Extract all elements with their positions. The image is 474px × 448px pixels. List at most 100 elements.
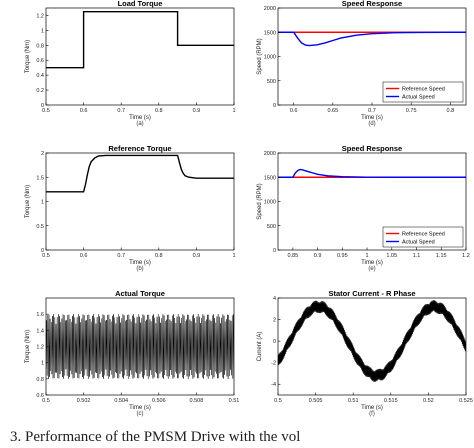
x-axis-label-d: Time (s) [361, 115, 383, 121]
x-tick-label-d-2: 0.7 [368, 108, 376, 114]
y-tick-label-a-1: 0.2 [36, 88, 44, 94]
y-tick-label-c-5: 1.6 [36, 312, 44, 318]
y-tick-label-e-3: 1500 [264, 175, 276, 181]
chart-panel-e: Speed Response 0.85 0.9 0.95 1 1.05 1.1 1.15 1.2… [257, 144, 470, 272]
y-tick-label-c-2: 1 [41, 361, 44, 367]
y-tick-label-b-2: 1 [41, 200, 44, 206]
series-group-c [46, 314, 234, 379]
x-axis-label-c: Time (s) [129, 405, 151, 411]
chart-panel-a: Load Torque 0.5 0.6 0.7 0.8 0.9 1 0 0.2 0.4 0.6 0.8… [25, 0, 236, 127]
legend-label-d-1: Actual Speed [402, 95, 435, 101]
x-tick-label-a-4: 0.9 [193, 108, 201, 114]
x-tick-label-d-3: 0.75 [406, 108, 417, 114]
x-tick-label-e-1: 0.9 [314, 253, 322, 259]
x-tick-label-e-5: 1.1 [413, 253, 421, 259]
series-line-d-1 [278, 31, 466, 47]
x-tick-label-b-4: 0.9 [193, 253, 201, 259]
y-tick-label-f-1: -2 [271, 361, 276, 367]
y-axis-label-f: Current (A) [257, 332, 263, 362]
x-tick-label-e-6: 1.15 [436, 253, 447, 259]
x-tick-label-a-1: 0.6 [80, 108, 88, 114]
legend-label-d-0: Reference Speed [402, 87, 445, 93]
y-tick-label-a-5: 1 [41, 28, 44, 34]
series-group-a [46, 11, 234, 69]
x-tick-label-e-4: 1.05 [386, 253, 397, 259]
axes-frame-b [45, 152, 235, 251]
series-line-f-0 [278, 300, 466, 382]
y-tick-label-c-1: 0.8 [36, 377, 44, 383]
x-tick-label-d-0: 0.6 [290, 108, 298, 114]
series-line-a-0 [46, 11, 234, 69]
y-axis-label-a: Torque (Nm) [25, 40, 31, 73]
series-group-e [278, 168, 466, 178]
x-axis-label-e: Time (s) [361, 260, 383, 266]
subfigure-label-d: (d) [368, 121, 375, 127]
chart-panel-c: Actual Torque 0.5 0.502 0.504 0.506 0.508 0.51… [25, 289, 239, 417]
series-line-c-0 [46, 314, 234, 379]
x-tick-label-a-0: 0.5 [42, 108, 50, 114]
x-tick-label-f-1: 0.505 [309, 398, 323, 404]
y-tick-label-c-3: 1.2 [36, 345, 44, 351]
axes-frame-f [277, 297, 467, 396]
x-tick-label-a-2: 0.7 [117, 108, 125, 114]
y-tick-label-d-0: 0 [273, 103, 276, 109]
x-tick-label-e-7: 1.2 [462, 253, 470, 259]
series-group-b [46, 154, 234, 193]
y-tick-label-a-2: 0.4 [36, 73, 44, 79]
y-tick-label-f-0: -4 [271, 382, 276, 388]
legend-e: Reference Speed Actual Speed [382, 226, 464, 248]
y-tick-label-c-0: 0.6 [36, 393, 44, 399]
x-tick-label-c-3: 0.506 [152, 398, 166, 404]
y-tick-label-b-4: 2 [41, 151, 44, 157]
y-tick-label-a-3: 0.6 [36, 58, 44, 64]
x-tick-label-b-3: 0.8 [155, 253, 163, 259]
subfigure-label-b: (b) [136, 266, 143, 272]
chart-title-c: Actual Torque [115, 289, 165, 298]
y-tick-label-f-4: 4 [273, 296, 276, 302]
y-tick-label-b-3: 1.5 [36, 175, 44, 181]
x-tick-label-a-5: 1 [232, 108, 235, 114]
series-line-e-1 [278, 168, 466, 178]
series-line-b-0 [46, 154, 234, 193]
y-tick-label-d-2: 1000 [264, 55, 276, 61]
chart-title-e: Speed Response [342, 144, 402, 153]
y-axis-label-e: Speed (RPM) [257, 183, 263, 219]
y-axis-label-c: Torque (Nm) [25, 330, 31, 363]
chart-panel-f: Stator Current - R Phase 0.5 0.505 0.51 0.51… [257, 289, 473, 417]
series-group-d [278, 31, 466, 47]
legend-label-e-0: Reference Speed [402, 232, 445, 238]
y-tick-label-a-0: 0 [41, 103, 44, 109]
y-tick-label-e-4: 2000 [264, 151, 276, 157]
series-group-f [278, 300, 466, 382]
x-tick-label-c-2: 0.504 [114, 398, 128, 404]
y-tick-label-b-1: 0.5 [36, 224, 44, 230]
x-tick-label-f-5: 0.525 [459, 398, 473, 404]
y-axis-label-b: Torque (Nm) [25, 185, 31, 218]
figure-caption: 3. Performance of the PMSM Drive with th… [10, 429, 301, 445]
legend-label-e-1: Actual Speed [402, 240, 435, 246]
x-tick-label-f-3: 0.515 [384, 398, 398, 404]
x-tick-label-b-1: 0.6 [80, 253, 88, 259]
x-axis-label-a: Time (s) [129, 115, 151, 121]
axes-frame-c [45, 297, 235, 396]
subfigure-label-e: (e) [368, 266, 375, 272]
x-tick-label-f-4: 0.52 [423, 398, 434, 404]
x-tick-label-e-3: 1 [366, 253, 369, 259]
y-tick-label-e-1: 500 [267, 224, 276, 230]
subfigure-label-f: (f) [369, 411, 375, 417]
y-tick-label-a-4: 0.8 [36, 43, 44, 49]
y-tick-label-f-2: 0 [273, 339, 276, 345]
x-axis-label-f: Time (s) [361, 405, 383, 411]
y-tick-label-a-6: 1.2 [36, 13, 44, 19]
x-tick-label-d-1: 0.65 [327, 108, 338, 114]
y-axis-label-d: Speed (RPM) [257, 38, 263, 74]
x-tick-label-e-0: 0.85 [287, 253, 298, 259]
y-tick-label-d-1: 500 [267, 79, 276, 85]
axes-frame-a [45, 7, 235, 106]
legend-box-e [382, 226, 464, 248]
legend-box-d [382, 81, 464, 103]
subfigure-label-a: (a) [136, 121, 143, 127]
x-tick-label-b-0: 0.5 [42, 253, 50, 259]
x-tick-label-c-0: 0.5 [42, 398, 50, 404]
